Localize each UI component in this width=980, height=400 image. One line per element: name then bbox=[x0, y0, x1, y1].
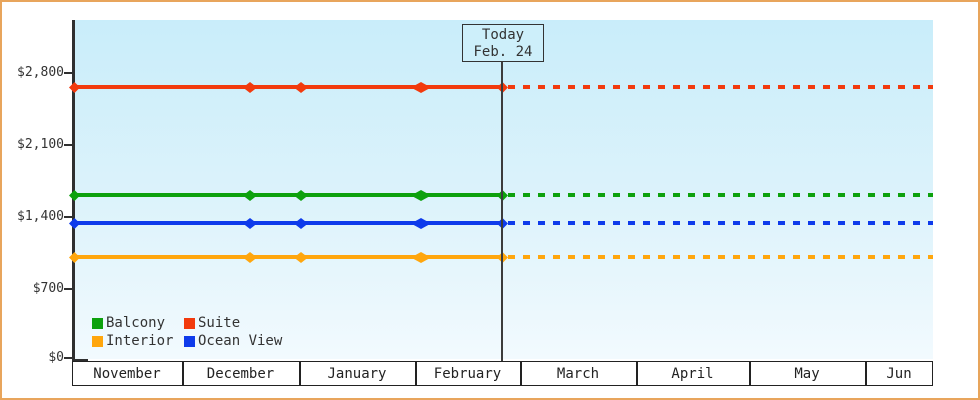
suite-data-point bbox=[69, 82, 80, 93]
month-label-april: April bbox=[671, 366, 714, 382]
balcony-data-point bbox=[294, 190, 308, 201]
y-axis-label: $2,800 bbox=[17, 65, 64, 80]
y-axis-label: $1,400 bbox=[17, 209, 64, 224]
month-divider bbox=[520, 361, 522, 386]
y-tick bbox=[64, 216, 73, 218]
month-divider bbox=[636, 361, 638, 386]
ocean-view-line-projection bbox=[508, 221, 933, 225]
month-divider bbox=[749, 361, 751, 386]
legend-item-balcony: Balcony bbox=[92, 316, 165, 331]
legend-item-ocean-view: Ocean View bbox=[184, 334, 282, 349]
month-label-january: January bbox=[327, 366, 387, 382]
balcony-data-point bbox=[411, 190, 431, 201]
y-tick bbox=[64, 357, 73, 359]
plot-area bbox=[75, 20, 933, 359]
balcony-legend-swatch bbox=[92, 318, 103, 329]
y-axis-line bbox=[72, 20, 75, 361]
month-label-december: December bbox=[206, 366, 275, 382]
month-label-may: May bbox=[794, 366, 820, 382]
suite-legend-swatch bbox=[184, 318, 195, 329]
legend-label-ocean-view: Ocean View bbox=[198, 333, 283, 349]
today-flag: Today Feb. 24 bbox=[462, 24, 544, 62]
y-tick bbox=[64, 144, 73, 146]
balcony-data-point bbox=[69, 190, 80, 201]
today-flag-title: Today bbox=[481, 27, 525, 43]
ocean-view-data-point bbox=[411, 218, 431, 229]
interior-data-point bbox=[411, 252, 431, 263]
month-label-february: February bbox=[433, 366, 502, 382]
ocean-view-data-point bbox=[243, 218, 257, 229]
balcony-line-solid bbox=[74, 193, 504, 197]
y-axis-label: $2,100 bbox=[17, 137, 64, 152]
interior-data-point bbox=[294, 252, 308, 263]
month-label-jun: Jun bbox=[886, 366, 912, 382]
balcony-data-point bbox=[243, 190, 257, 201]
y-tick bbox=[64, 288, 73, 290]
today-flag-date: Feb. 24 bbox=[473, 44, 533, 60]
interior-legend-swatch bbox=[92, 336, 103, 347]
ocean-view-legend-swatch bbox=[184, 336, 195, 347]
interior-line-solid bbox=[74, 255, 504, 259]
month-divider bbox=[182, 361, 184, 386]
ocean-view-data-point bbox=[69, 218, 80, 229]
legend-item-interior: Interior bbox=[92, 334, 173, 349]
x-axis-corner bbox=[72, 359, 88, 361]
legend-label-balcony: Balcony bbox=[106, 315, 166, 331]
month-label-march: March bbox=[556, 366, 600, 382]
balcony-line-projection bbox=[508, 193, 933, 197]
interior-line-projection bbox=[508, 255, 933, 259]
y-axis-label: $700 bbox=[32, 281, 64, 296]
suite-data-point bbox=[243, 82, 257, 93]
suite-line-projection bbox=[508, 85, 933, 89]
y-tick bbox=[64, 72, 73, 74]
month-label-november: November bbox=[93, 366, 161, 382]
y-axis-label: $0 bbox=[48, 350, 64, 365]
legend-item-suite: Suite bbox=[184, 316, 240, 331]
suite-data-point bbox=[411, 82, 431, 93]
ocean-view-data-point bbox=[294, 218, 308, 229]
month-divider bbox=[415, 361, 417, 386]
suite-line-solid bbox=[74, 85, 504, 89]
month-axis-band bbox=[72, 361, 933, 386]
ocean-view-line-solid bbox=[74, 221, 504, 225]
interior-data-point bbox=[69, 252, 80, 263]
month-divider bbox=[865, 361, 867, 386]
suite-data-point bbox=[294, 82, 308, 93]
interior-data-point bbox=[243, 252, 257, 263]
legend-label-suite: Suite bbox=[198, 315, 241, 331]
month-divider bbox=[299, 361, 301, 386]
legend-label-interior: Interior bbox=[106, 333, 174, 349]
today-vertical-line bbox=[501, 62, 503, 361]
